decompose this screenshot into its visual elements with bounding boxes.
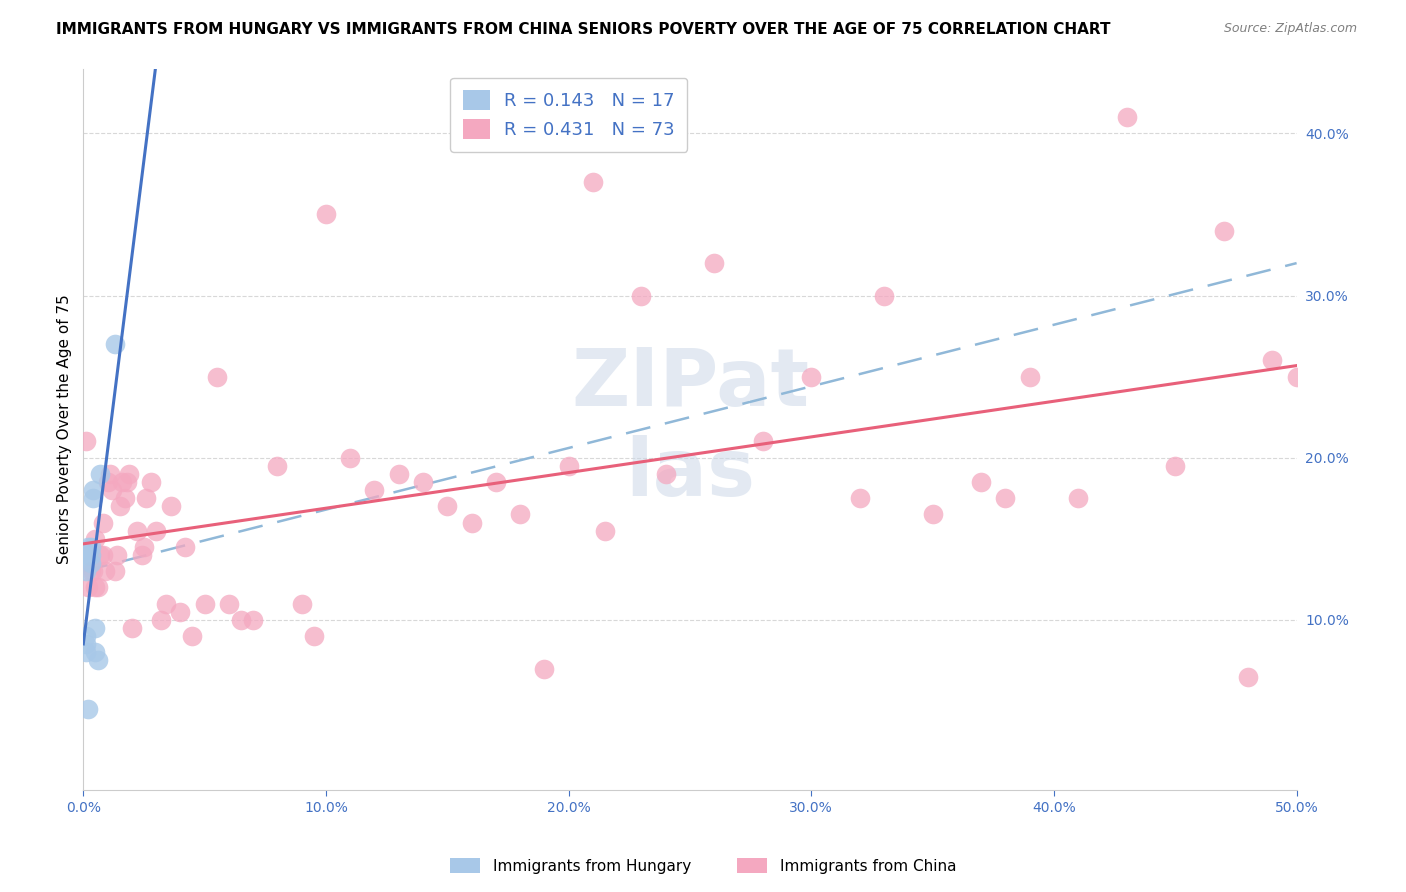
Point xyxy=(509,508,531,522)
Point xyxy=(104,564,127,578)
Point xyxy=(266,458,288,473)
Point xyxy=(75,645,97,659)
Point xyxy=(75,434,97,449)
Point xyxy=(363,483,385,497)
Point xyxy=(101,483,124,497)
Point xyxy=(1285,369,1308,384)
Text: Source: ZipAtlas.com: Source: ZipAtlas.com xyxy=(1223,22,1357,36)
Point xyxy=(77,581,100,595)
Point xyxy=(77,540,100,554)
Point xyxy=(89,467,111,481)
Point xyxy=(169,605,191,619)
Point xyxy=(98,467,121,481)
Point xyxy=(79,540,101,554)
Point xyxy=(1237,670,1260,684)
Point xyxy=(921,508,943,522)
Point xyxy=(291,597,314,611)
Point xyxy=(87,653,110,667)
Point xyxy=(970,475,993,489)
Point xyxy=(115,475,138,489)
Point xyxy=(800,369,823,384)
Point xyxy=(242,613,264,627)
Point xyxy=(96,475,118,489)
Point xyxy=(77,702,100,716)
Point xyxy=(79,564,101,578)
Point xyxy=(1164,458,1187,473)
Point xyxy=(135,491,157,506)
Point xyxy=(751,434,773,449)
Point xyxy=(82,564,104,578)
Point xyxy=(94,564,117,578)
Point xyxy=(79,556,101,570)
Point xyxy=(131,548,153,562)
Point xyxy=(557,458,579,473)
Point xyxy=(149,613,172,627)
Point xyxy=(79,548,101,562)
Point xyxy=(703,256,725,270)
Point xyxy=(1115,110,1137,124)
Point xyxy=(111,475,134,489)
Point xyxy=(118,467,141,481)
Point xyxy=(205,369,228,384)
Point xyxy=(593,524,616,538)
Point xyxy=(91,516,114,530)
Point xyxy=(654,467,676,481)
Point xyxy=(1212,224,1234,238)
Point xyxy=(174,540,197,554)
Point xyxy=(412,475,434,489)
Point xyxy=(388,467,411,481)
Point xyxy=(82,483,104,497)
Legend: Immigrants from Hungary, Immigrants from China: Immigrants from Hungary, Immigrants from… xyxy=(444,852,962,880)
Point xyxy=(1018,369,1040,384)
Point xyxy=(84,532,107,546)
Text: ZIPat
las: ZIPat las xyxy=(571,345,808,514)
Point xyxy=(82,491,104,506)
Point xyxy=(218,597,240,611)
Legend: R = 0.143   N = 17, R = 0.431   N = 73: R = 0.143 N = 17, R = 0.431 N = 73 xyxy=(450,78,688,152)
Point xyxy=(155,597,177,611)
Point xyxy=(315,207,337,221)
Point xyxy=(994,491,1017,506)
Point xyxy=(533,661,555,675)
Point xyxy=(89,548,111,562)
Point xyxy=(105,548,128,562)
Point xyxy=(77,548,100,562)
Point xyxy=(302,629,325,643)
Point xyxy=(145,524,167,538)
Point xyxy=(108,500,131,514)
Point xyxy=(159,500,181,514)
Point xyxy=(181,629,204,643)
Point xyxy=(339,450,361,465)
Point xyxy=(485,475,508,489)
Point xyxy=(1067,491,1090,506)
Point xyxy=(91,548,114,562)
Point xyxy=(114,491,136,506)
Point xyxy=(75,564,97,578)
Point xyxy=(75,629,97,643)
Point xyxy=(460,516,482,530)
Point xyxy=(121,621,143,635)
Point xyxy=(630,288,652,302)
Point xyxy=(75,637,97,651)
Point xyxy=(582,175,605,189)
Point xyxy=(132,540,155,554)
Point xyxy=(125,524,148,538)
Text: IMMIGRANTS FROM HUNGARY VS IMMIGRANTS FROM CHINA SENIORS POVERTY OVER THE AGE OF: IMMIGRANTS FROM HUNGARY VS IMMIGRANTS FR… xyxy=(56,22,1111,37)
Point xyxy=(84,645,107,659)
Point xyxy=(84,621,107,635)
Point xyxy=(849,491,872,506)
Point xyxy=(229,613,252,627)
Y-axis label: Seniors Poverty Over the Age of 75: Seniors Poverty Over the Age of 75 xyxy=(58,294,72,565)
Point xyxy=(436,500,458,514)
Point xyxy=(87,581,110,595)
Point xyxy=(194,597,217,611)
Point xyxy=(141,475,163,489)
Point xyxy=(1261,353,1284,368)
Point xyxy=(84,581,107,595)
Point xyxy=(104,337,127,351)
Point xyxy=(873,288,896,302)
